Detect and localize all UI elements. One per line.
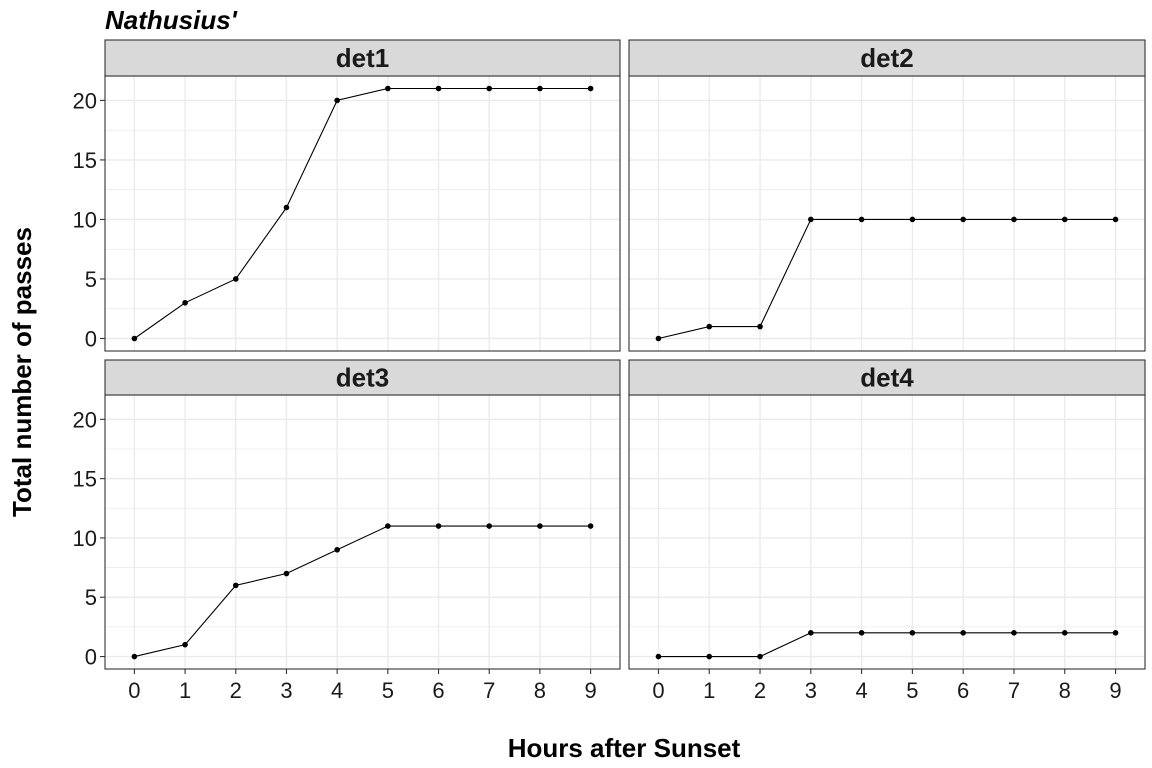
facet-strip-label: det2 bbox=[860, 43, 913, 73]
data-point bbox=[486, 85, 493, 92]
facet-det1: det1 0 5 10 15 20 bbox=[73, 39, 621, 352]
facet-strip-label: det1 bbox=[336, 43, 389, 73]
y-tick-label: 10 bbox=[73, 526, 97, 551]
data-point bbox=[706, 323, 713, 330]
series-line-det2 bbox=[658, 218, 1116, 340]
data-point bbox=[385, 85, 391, 92]
data-point bbox=[1112, 630, 1119, 636]
data-point bbox=[435, 523, 442, 529]
x-tick-label: 2 bbox=[230, 678, 242, 703]
x-tick-label: 1 bbox=[703, 678, 715, 703]
data-point bbox=[655, 653, 662, 660]
y-tick-label: 5 bbox=[85, 585, 97, 610]
data-point bbox=[283, 570, 290, 577]
x-tick-label: 5 bbox=[382, 678, 394, 703]
data-point bbox=[334, 97, 340, 104]
data-point bbox=[385, 523, 391, 529]
data-point bbox=[706, 653, 713, 660]
facet-det3: det3 0 5 10 15 20 0 1 2 3 4 5 6 7 8 9 bbox=[73, 359, 621, 703]
data-point bbox=[909, 216, 916, 223]
data-point bbox=[283, 204, 290, 211]
data-point bbox=[537, 523, 543, 529]
facet-strip bbox=[628, 359, 1146, 396]
panel-background bbox=[629, 395, 1145, 669]
x-tick-label: 5 bbox=[906, 678, 918, 703]
data-point bbox=[1011, 630, 1017, 636]
data-point bbox=[587, 85, 594, 92]
y-tick-label: 0 bbox=[85, 645, 97, 670]
data-point bbox=[131, 653, 138, 660]
y-tick-label: 20 bbox=[73, 407, 97, 432]
y-axis-title: Total number of passes bbox=[7, 227, 37, 517]
y-tick-label: 10 bbox=[73, 207, 97, 232]
series-line-det4 bbox=[658, 632, 1116, 658]
x-tick-label: 7 bbox=[1008, 678, 1020, 703]
data-point bbox=[537, 85, 543, 92]
data-point bbox=[182, 299, 188, 306]
data-point bbox=[486, 523, 493, 529]
facet-strip bbox=[104, 359, 621, 396]
facet-strip bbox=[104, 39, 621, 77]
y-tick-label: 15 bbox=[73, 148, 97, 173]
x-tick-label: 3 bbox=[805, 678, 817, 703]
data-point bbox=[655, 335, 662, 342]
data-point bbox=[858, 216, 865, 223]
data-point bbox=[858, 630, 865, 636]
data-point bbox=[1061, 216, 1068, 223]
x-tick-label: 8 bbox=[1059, 678, 1071, 703]
y-tick-label: 0 bbox=[85, 327, 97, 352]
x-tick-label: 9 bbox=[584, 678, 596, 703]
x-tick-label: 6 bbox=[957, 678, 969, 703]
data-point bbox=[1112, 216, 1119, 223]
data-point bbox=[587, 523, 594, 529]
facet-strip bbox=[628, 39, 1146, 77]
data-point bbox=[131, 335, 138, 342]
panel-background bbox=[105, 395, 620, 669]
x-tick-label: 6 bbox=[432, 678, 444, 703]
data-point bbox=[909, 630, 916, 636]
series-line-det1 bbox=[134, 87, 591, 339]
panel-background bbox=[629, 76, 1145, 351]
facet-det2: det2 bbox=[628, 39, 1146, 352]
data-point bbox=[808, 216, 814, 223]
data-point bbox=[435, 85, 442, 92]
x-tick-label: 3 bbox=[280, 678, 292, 703]
panel-background bbox=[105, 76, 620, 351]
x-tick-label: 4 bbox=[855, 678, 867, 703]
data-point bbox=[960, 630, 966, 636]
y-tick-label: 15 bbox=[73, 467, 97, 492]
series-line-det3 bbox=[134, 525, 591, 658]
y-tick-label: 20 bbox=[73, 88, 97, 113]
data-point bbox=[808, 630, 814, 636]
x-axis-title: Hours after Sunset bbox=[508, 733, 741, 763]
x-tick-label: 0 bbox=[128, 678, 140, 703]
data-point bbox=[232, 582, 239, 589]
x-tick-label: 0 bbox=[652, 678, 664, 703]
x-tick-label: 2 bbox=[754, 678, 766, 703]
x-tick-label: 9 bbox=[1109, 678, 1121, 703]
facet-strip-label: det3 bbox=[336, 363, 389, 393]
y-tick-label: 5 bbox=[85, 267, 97, 292]
x-tick-label: 4 bbox=[331, 678, 343, 703]
x-tick-label: 1 bbox=[179, 678, 191, 703]
x-tick-label: 7 bbox=[483, 678, 495, 703]
data-point bbox=[960, 216, 966, 223]
data-point bbox=[757, 323, 763, 330]
data-point bbox=[334, 546, 340, 553]
data-point bbox=[1061, 630, 1068, 636]
data-point bbox=[182, 641, 188, 648]
data-point bbox=[232, 276, 239, 282]
facet-det4: det4 0 1 2 3 4 5 6 7 8 9 bbox=[628, 359, 1146, 703]
x-tick-label: 8 bbox=[534, 678, 546, 703]
data-point bbox=[1011, 216, 1017, 223]
facet-strip-label: det4 bbox=[860, 363, 914, 393]
data-point bbox=[757, 653, 763, 660]
chart-title: Nathusius' bbox=[105, 5, 238, 35]
